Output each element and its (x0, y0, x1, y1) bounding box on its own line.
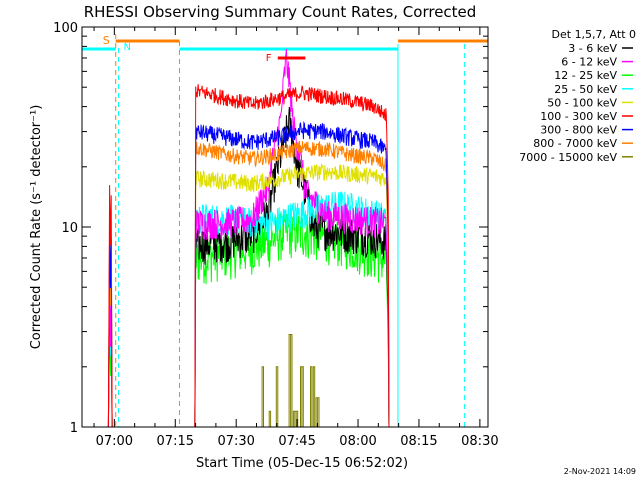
annotation-label-s: S (103, 34, 110, 47)
legend-label-800-7000-kev: 800 - 7000 keV (533, 137, 617, 150)
legend-label-7000-15000-kev: 7000 - 15000 keV (519, 151, 617, 164)
x-tick-label: 08:15 (400, 434, 437, 449)
x-tick-label: 07:45 (278, 434, 315, 449)
x-tick-label: 07:15 (157, 434, 194, 449)
y-axis-label: Corrected Count Rate (s⁻¹ detector⁻¹) (29, 105, 44, 350)
annotation-label-n: N (124, 42, 131, 53)
axes: 07:00 07:15 07:30 07:45 08:00 08:15 08:30 1 10 10… (53, 21, 498, 449)
annotation-layer: S N F (103, 34, 466, 427)
chart-title: RHESSI Observing Summary Count Rates, Co… (84, 3, 477, 21)
series-line (194, 163, 390, 428)
series-line (194, 140, 390, 428)
day-night-bars (82, 39, 488, 51)
legend-title: Det 1,5,7, Att 0 (552, 28, 636, 41)
y-tick-label: 1 (70, 421, 78, 436)
x-tick-label: 07:00 (96, 434, 133, 449)
series-line (194, 48, 390, 428)
series-50-100-kev (107, 163, 390, 428)
plot-frame (81, 26, 489, 428)
series-layer (107, 48, 390, 428)
legend-label-25-50-kev: 25 - 50 keV (554, 83, 617, 96)
x-tick-label: 07:30 (217, 434, 254, 449)
footer-timestamp: 2-Nov-2021 14:09 (564, 467, 636, 476)
legend-label-12-25-kev: 12 - 25 keV (554, 69, 617, 82)
legend-label-50-100-kev: 50 - 100 keV (547, 96, 617, 109)
legend-label-100-300-kev: 100 - 300 keV (540, 110, 617, 123)
x-tick-label: 08:00 (339, 434, 376, 449)
series-line (260, 334, 321, 428)
series-line (107, 185, 113, 428)
legend-label-3-6-kev: 3 - 6 keV (568, 42, 617, 55)
x-tick-label: 08:30 (461, 434, 498, 449)
series-line (194, 84, 390, 428)
legend-label-300-800-kev: 300 - 800 keV (540, 124, 617, 137)
y-tick-label: 10 (61, 221, 78, 236)
y-tick-label: 100 (53, 21, 78, 36)
annotation-label-f: F (266, 53, 272, 64)
series-100-300-kev (107, 84, 390, 428)
series-line (194, 121, 390, 428)
x-axis-label: Start Time (05-Dec-15 06:52:02) (196, 456, 408, 471)
series-7000-15000-kev (260, 334, 321, 428)
legend-label-6-12-kev: 6 - 12 keV (561, 56, 617, 69)
